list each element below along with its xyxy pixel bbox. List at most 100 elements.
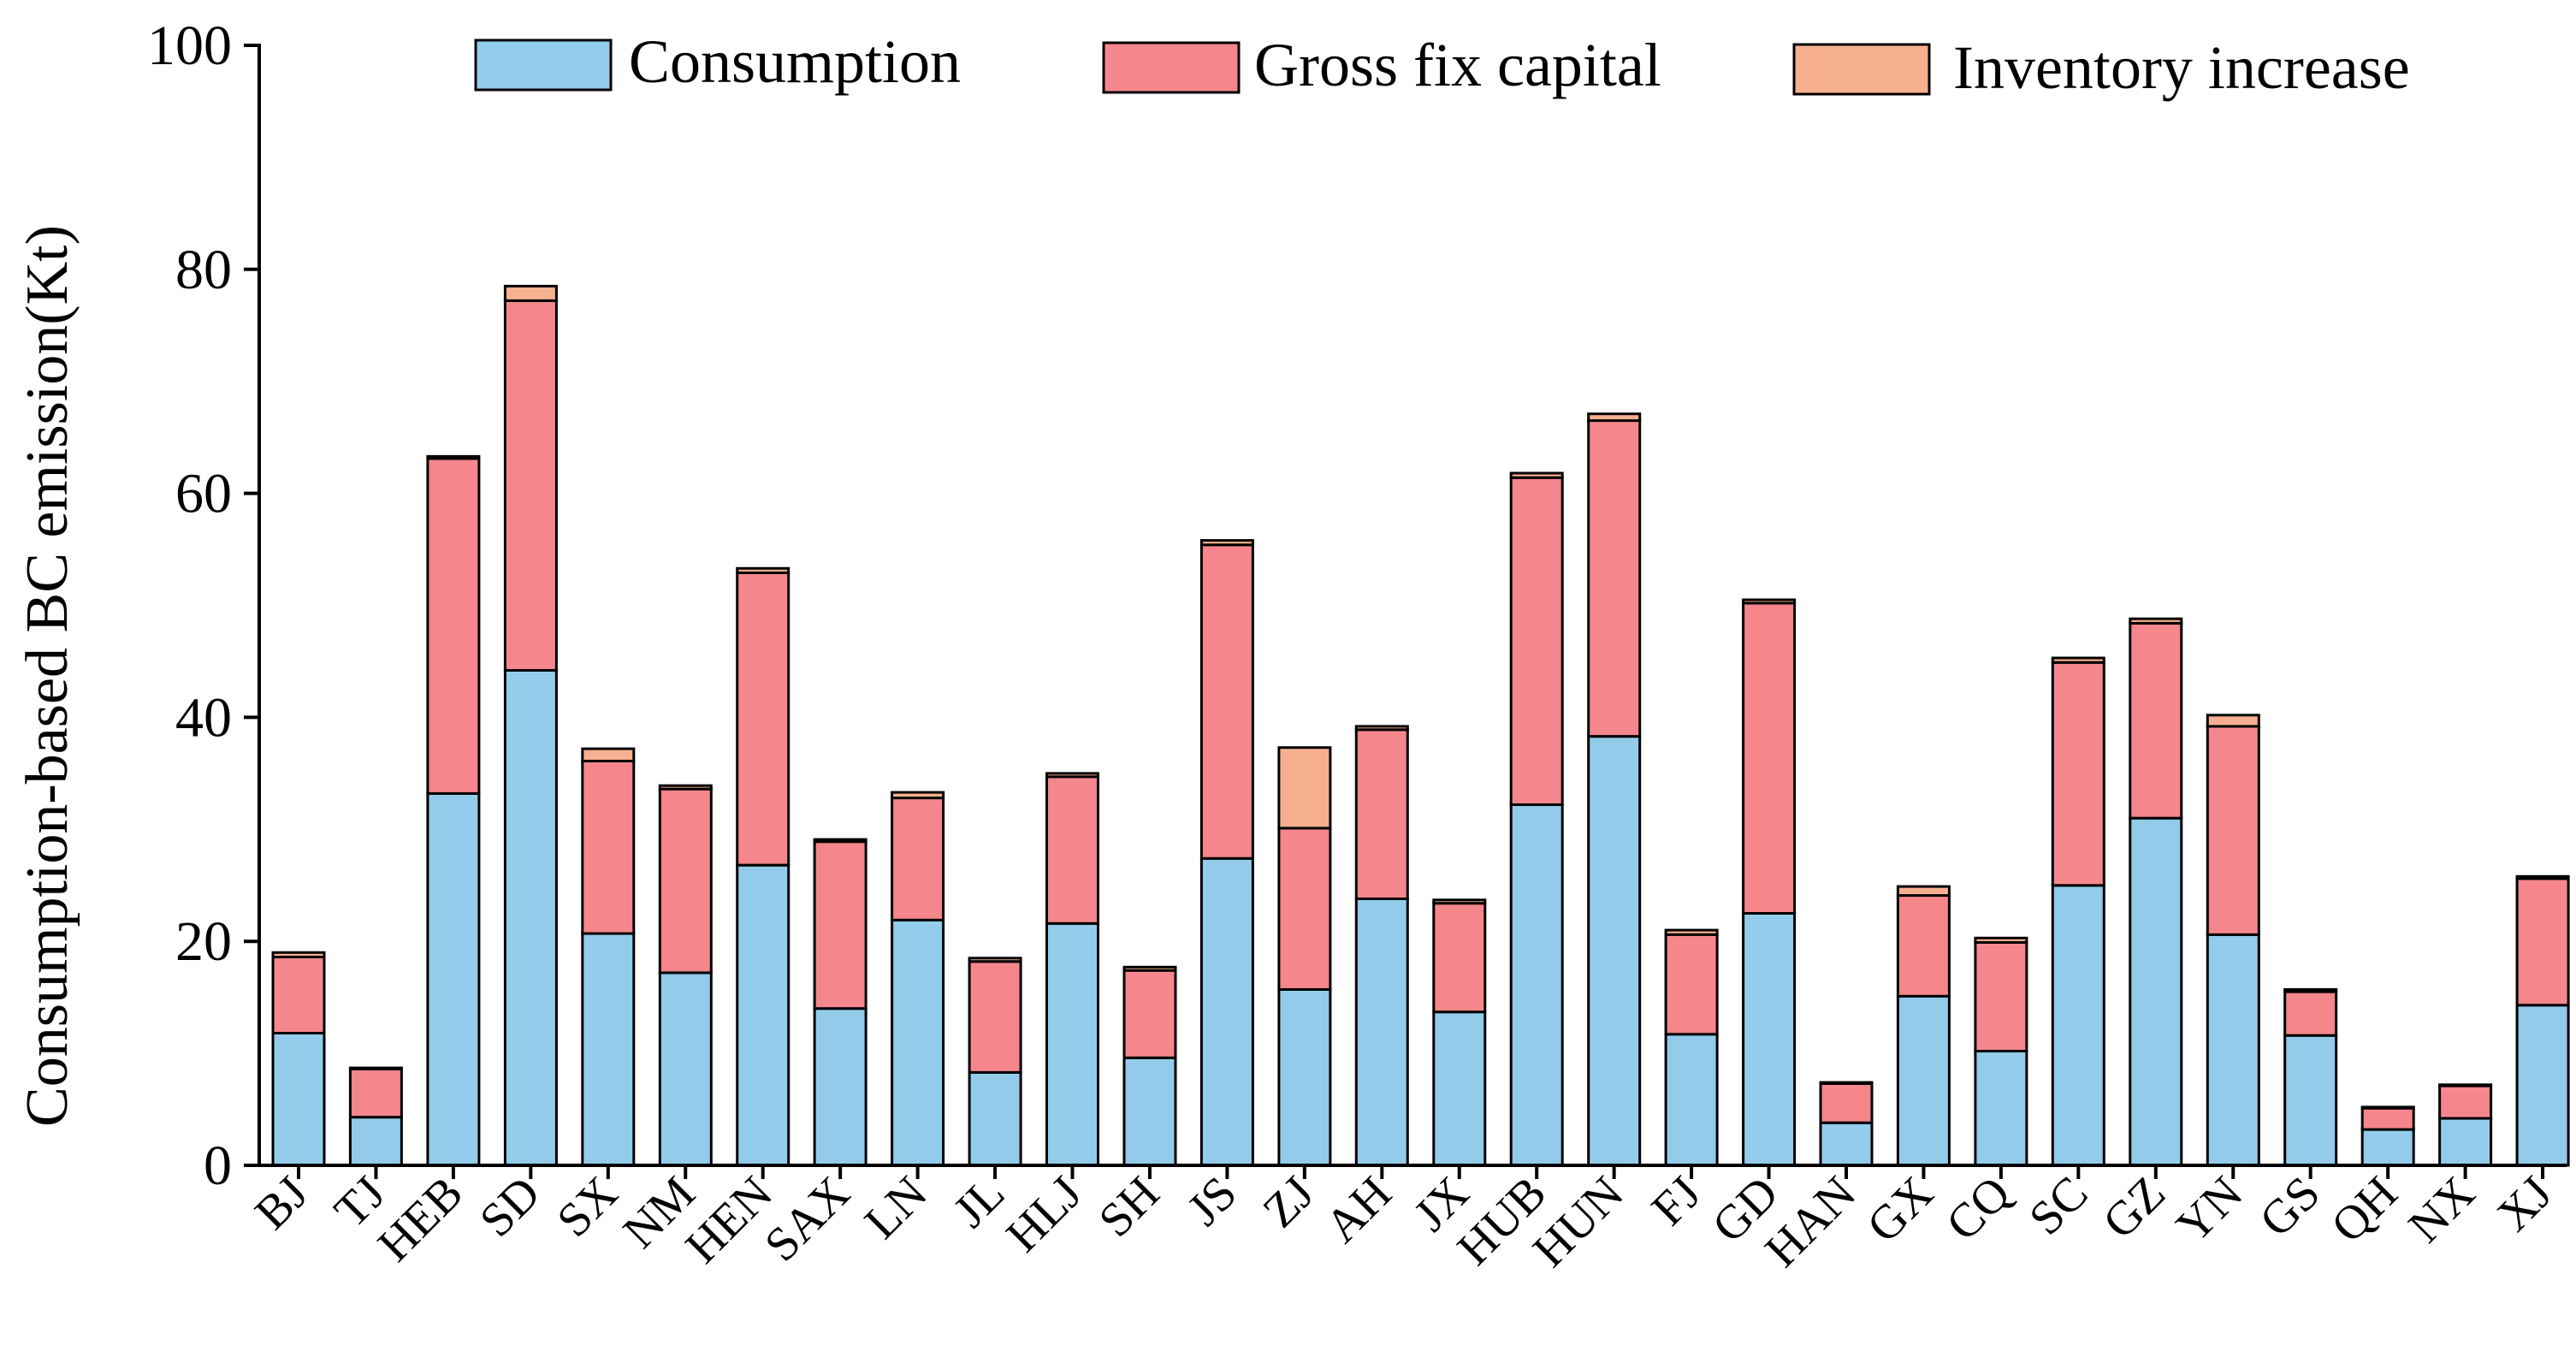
bar-hun-inventory-increase — [1587, 412, 1642, 423]
x-tick-label-gx: GX — [1857, 1166, 1944, 1253]
bar-sc-gross-fix-capital — [2051, 661, 2105, 887]
bar-hen-consumption — [736, 863, 791, 1167]
bar-bj-inventory-increase — [271, 951, 326, 959]
bar-sc-inventory-increase — [2051, 656, 2105, 664]
y-tick-label-40: 40 — [175, 686, 232, 749]
bar-gz-consumption — [2129, 816, 2183, 1167]
y-axis-title: Consumption-based BC emission(Kt) — [15, 225, 80, 1127]
bar-hub-gross-fix-capital — [1509, 476, 1564, 806]
bar-nm-gross-fix-capital — [658, 787, 713, 975]
y-tick-label-20: 20 — [175, 910, 232, 973]
bar-jl-inventory-increase — [968, 957, 1022, 963]
legend-label-consumption: Consumption — [629, 27, 961, 96]
bar-sd-gross-fix-capital — [503, 299, 558, 672]
bar-js-inventory-increase — [1199, 539, 1254, 547]
bar-xj-gross-fix-capital — [2515, 877, 2570, 1007]
x-tick-label-yn: YN — [2166, 1166, 2253, 1253]
bar-gx-consumption — [1896, 994, 1951, 1167]
x-tick-label-sh: SH — [1089, 1166, 1170, 1247]
bar-xj-consumption — [2515, 1004, 2570, 1167]
bar-jx-gross-fix-capital — [1432, 902, 1487, 1014]
bar-yn-consumption — [2206, 933, 2260, 1167]
legend-label-inventory-increase: Inventory increase — [1953, 33, 2410, 102]
bar-js-consumption — [1199, 856, 1254, 1167]
bar-yn-gross-fix-capital — [2206, 725, 2260, 936]
legend: Consumption Gross fix capital Inventory … — [474, 27, 2410, 102]
bar-nx-inventory-increase — [2438, 1083, 2493, 1087]
bar-gx-gross-fix-capital — [1896, 894, 1951, 998]
bar-sax-inventory-increase — [813, 838, 868, 844]
x-tick-label-hlj: HLJ — [997, 1166, 1093, 1262]
bar-hlj-inventory-increase — [1045, 772, 1099, 779]
bar-nx-gross-fix-capital — [2438, 1084, 2493, 1120]
legend-swatch-gross-fix-capital — [1102, 41, 1241, 94]
bar-hub-consumption — [1509, 803, 1564, 1167]
bar-tj-gross-fix-capital — [348, 1067, 403, 1119]
bar-qh-gross-fix-capital — [2360, 1106, 2415, 1131]
y-tick-label-80: 80 — [175, 239, 232, 301]
x-tick-label-nx: NX — [2399, 1166, 2485, 1253]
bar-heb-gross-fix-capital — [426, 457, 481, 795]
bar-gz-inventory-increase — [2129, 617, 2183, 625]
x-tick-label-xj: XJ — [2487, 1166, 2562, 1241]
bar-gx-inventory-increase — [1896, 885, 1951, 898]
bar-cq-consumption — [1974, 1050, 2028, 1167]
bar-gz-gross-fix-capital — [2129, 621, 2183, 820]
bar-jl-gross-fix-capital — [968, 960, 1022, 1074]
bar-ln-consumption — [891, 918, 945, 1167]
bar-zj-gross-fix-capital — [1277, 827, 1332, 991]
bar-sd-inventory-increase — [503, 284, 558, 302]
bar-nx-consumption — [2438, 1117, 2493, 1167]
x-tick-label-fj: FJ — [1642, 1166, 1711, 1235]
bar-heb-inventory-increase — [426, 454, 481, 460]
bar-fj-consumption — [1664, 1033, 1719, 1167]
x-tick-label-ln: LN — [855, 1166, 938, 1249]
x-tick-label-sx: SX — [548, 1166, 628, 1247]
bar-zj-inventory-increase — [1277, 746, 1332, 830]
x-tick-label-cq: CQ — [1936, 1166, 2021, 1251]
bar-gd-inventory-increase — [1742, 598, 1797, 605]
bar-ln-gross-fix-capital — [891, 797, 945, 921]
bar-tj-inventory-increase — [348, 1066, 403, 1070]
bar-qh-consumption — [2360, 1128, 2415, 1167]
x-tick-label-gz: GZ — [2093, 1166, 2176, 1249]
x-tick-label-hun: HUN — [1523, 1166, 1634, 1277]
bar-gs-inventory-increase — [2283, 988, 2338, 993]
bar-gs-gross-fix-capital — [2283, 990, 2338, 1037]
bar-yn-inventory-increase — [2206, 714, 2260, 728]
bar-gd-consumption — [1742, 912, 1797, 1167]
x-tick-label-ah: AH — [1315, 1166, 1401, 1253]
bar-tj-consumption — [348, 1116, 403, 1167]
bar-cq-inventory-increase — [1974, 936, 2028, 945]
bar-hub-inventory-increase — [1509, 471, 1564, 479]
bar-fj-gross-fix-capital — [1664, 933, 1719, 1036]
bar-sx-inventory-increase — [581, 747, 636, 762]
bar-nm-consumption — [658, 971, 713, 1167]
bar-jx-inventory-increase — [1432, 898, 1487, 905]
bar-cq-gross-fix-capital — [1974, 941, 2028, 1052]
legend-swatch-inventory-increase — [1792, 43, 1931, 96]
bar-hen-gross-fix-capital — [736, 572, 791, 867]
bar-nm-inventory-increase — [658, 784, 713, 791]
bar-qh-inventory-increase — [2360, 1105, 2415, 1110]
x-tick-label-bj: BJ — [246, 1166, 319, 1240]
bar-sh-consumption — [1122, 1056, 1177, 1167]
bar-han-inventory-increase — [1819, 1081, 1874, 1085]
bar-sd-consumption — [503, 668, 558, 1167]
bar-sax-gross-fix-capital — [813, 840, 868, 1010]
bar-jx-consumption — [1432, 1010, 1487, 1167]
x-tick-label-hub: HUB — [1448, 1166, 1556, 1275]
bar-ah-inventory-increase — [1354, 725, 1409, 732]
bar-zj-consumption — [1277, 988, 1332, 1167]
x-tick-label-han: HAN — [1756, 1166, 1867, 1277]
bar-ah-gross-fix-capital — [1354, 728, 1409, 900]
y-tick-label-60: 60 — [175, 463, 232, 525]
bar-heb-consumption — [426, 791, 481, 1167]
bar-hun-consumption — [1587, 735, 1642, 1167]
legend-label-gross-fix-capital: Gross fix capital — [1254, 31, 1661, 99]
bar-sx-gross-fix-capital — [581, 760, 636, 935]
bar-fj-inventory-increase — [1664, 928, 1719, 936]
y-tick-label-100: 100 — [147, 15, 232, 77]
bar-hlj-gross-fix-capital — [1045, 775, 1099, 925]
